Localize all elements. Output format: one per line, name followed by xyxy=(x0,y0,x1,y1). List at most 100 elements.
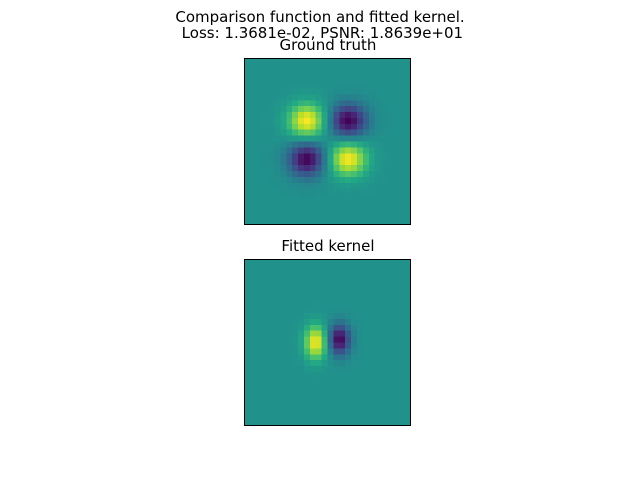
heatmap-cell xyxy=(309,123,316,130)
heatmap-cell xyxy=(327,395,334,402)
heatmap-cell xyxy=(351,117,358,124)
heatmap-cell xyxy=(274,330,281,337)
heatmap-cell xyxy=(327,165,334,172)
heatmap-cell xyxy=(327,307,334,314)
heatmap-cell xyxy=(392,94,399,101)
heatmap-cell xyxy=(245,129,252,136)
heatmap-cell xyxy=(362,330,369,337)
heatmap-cell xyxy=(386,354,393,361)
heatmap-cell xyxy=(392,206,399,213)
heatmap-cell xyxy=(245,265,252,272)
heatmap-cell xyxy=(386,366,393,373)
heatmap-cell xyxy=(262,413,269,420)
heatmap-cell xyxy=(268,260,275,267)
heatmap-cell xyxy=(351,413,358,420)
heatmap-cell xyxy=(333,182,340,189)
heatmap-cell xyxy=(356,371,363,378)
heatmap-cell xyxy=(256,336,263,343)
heatmap-cell xyxy=(256,153,263,160)
heatmap-cell xyxy=(404,159,410,166)
heatmap-cell xyxy=(262,407,269,414)
heatmap-cell xyxy=(327,301,334,308)
heatmap-cell xyxy=(339,395,346,402)
heatmap-cell xyxy=(368,182,375,189)
heatmap-cell xyxy=(351,106,358,113)
heatmap-cell xyxy=(280,360,287,367)
heatmap-cell xyxy=(286,165,293,172)
heatmap-cell xyxy=(404,318,410,325)
heatmap-cell xyxy=(309,265,316,272)
heatmap-cell xyxy=(380,330,387,337)
heatmap-cell xyxy=(362,141,369,148)
heatmap-cell xyxy=(398,318,405,325)
heatmap-cell xyxy=(386,153,393,160)
heatmap-cell xyxy=(386,318,393,325)
heatmap-cell xyxy=(380,200,387,207)
heatmap-cell xyxy=(245,260,252,267)
heatmap-cell xyxy=(339,354,346,361)
heatmap-cell xyxy=(339,218,346,224)
heatmap-cell xyxy=(368,106,375,113)
heatmap-cell xyxy=(303,342,310,349)
heatmap-cell xyxy=(398,324,405,331)
heatmap-cell xyxy=(333,88,340,95)
heatmap-cell xyxy=(309,141,316,148)
heatmap-cell xyxy=(280,295,287,302)
heatmap-cell xyxy=(368,377,375,384)
heatmap-cell xyxy=(321,283,328,290)
heatmap-cell xyxy=(268,200,275,207)
heatmap-cell xyxy=(245,188,252,195)
heatmap-cell xyxy=(321,271,328,278)
heatmap-cell xyxy=(333,318,340,325)
heatmap-cell xyxy=(268,265,275,272)
heatmap-cell xyxy=(286,413,293,420)
heatmap-cell xyxy=(262,360,269,367)
heatmap-cell xyxy=(339,277,346,284)
heatmap-cell xyxy=(315,336,322,343)
heatmap-cell xyxy=(404,348,410,355)
heatmap-cell xyxy=(386,212,393,219)
heatmap-cell xyxy=(286,354,293,361)
heatmap-cell xyxy=(368,301,375,308)
heatmap-cell xyxy=(309,366,316,373)
heatmap-cell xyxy=(398,271,405,278)
heatmap-cell xyxy=(356,100,363,107)
heatmap-cell xyxy=(356,218,363,224)
heatmap-cell xyxy=(309,295,316,302)
heatmap-cell xyxy=(245,200,252,207)
heatmap-cell xyxy=(292,129,299,136)
heatmap-cell xyxy=(292,194,299,201)
heatmap-cell xyxy=(292,366,299,373)
heatmap-cell xyxy=(280,354,287,361)
heatmap-cell xyxy=(321,206,328,213)
heatmap-cell xyxy=(374,313,381,320)
heatmap-cell xyxy=(309,147,316,154)
heatmap-cell xyxy=(274,123,281,130)
heatmap-cell xyxy=(262,170,269,177)
heatmap-cell xyxy=(268,117,275,124)
heatmap-cell xyxy=(327,360,334,367)
heatmap-cell xyxy=(280,330,287,337)
heatmap-cell xyxy=(404,112,410,119)
heatmap-cell xyxy=(245,383,252,390)
heatmap-cell xyxy=(404,182,410,189)
heatmap-cell xyxy=(327,141,334,148)
heatmap-cell xyxy=(392,153,399,160)
heatmap-cell xyxy=(315,318,322,325)
heatmap-cell xyxy=(250,135,257,142)
heatmap-cell xyxy=(268,88,275,95)
heatmap-cell xyxy=(333,283,340,290)
heatmap-cell xyxy=(392,360,399,367)
heatmap-cell xyxy=(298,318,305,325)
heatmap-cell xyxy=(351,313,358,320)
heatmap-cell xyxy=(262,383,269,390)
heatmap-cell xyxy=(351,324,358,331)
heatmap-cell xyxy=(362,348,369,355)
heatmap-cell xyxy=(351,395,358,402)
heatmap-cell xyxy=(386,265,393,272)
heatmap-cell xyxy=(303,336,310,343)
heatmap-cell xyxy=(245,318,252,325)
heatmap-cell xyxy=(321,153,328,160)
heatmap-cell xyxy=(351,348,358,355)
heatmap-cell xyxy=(356,301,363,308)
